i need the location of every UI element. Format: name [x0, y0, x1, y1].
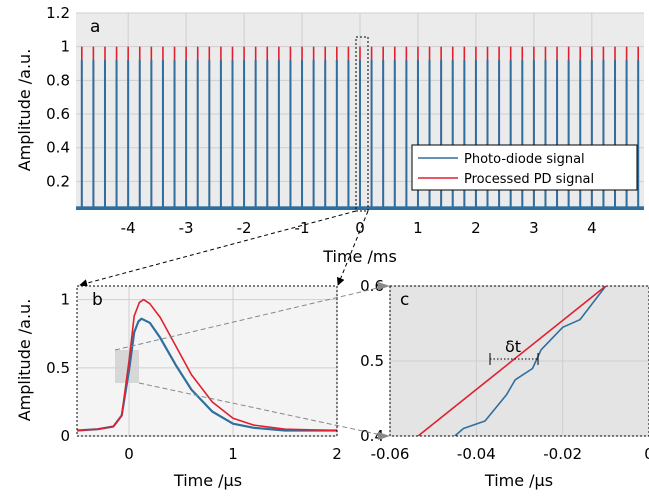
panel-a-x-axis-label: Time /ms [322, 247, 397, 266]
panel-c-y-tick-label: 0.5 [360, 352, 384, 370]
zoom-arrow-left [79, 210, 357, 287]
panel-a: -4 -3 -2 -1 0 1 2 3 4 0.2 0.4 0.6 0.8 1 1.2 a Time /ms… [15, 4, 644, 266]
panel-a-zoom-box [355, 36, 369, 212]
processed-trace [77, 298, 337, 432]
panel-c-x-tick-label: -0.06 [371, 445, 410, 463]
panel-a-x-tick-label: -4 [121, 219, 136, 237]
panel-b-x-tick-label: 0 [124, 445, 134, 463]
panel-a-y-tick-label: 0.8 [46, 71, 70, 89]
zoom-line-bottom [138, 382, 387, 437]
panel-b-y-tick-label: 1 [60, 291, 70, 309]
panel-b-y-tick-label: 0 [60, 427, 70, 445]
panel-b-y-axis-label: Amplitude /a.u. [15, 299, 34, 422]
panel-b-y-tick-label: 0.5 [46, 359, 70, 377]
legend: Photo-diode signal Processed PD signal [411, 144, 638, 191]
panel-c-x-tick-label: -0.04 [457, 445, 496, 463]
panel-b-x-tick-label: 1 [228, 445, 238, 463]
photodiode-trace-zoom [454, 286, 607, 436]
zoom-lines-b [114, 282, 390, 440]
legend-pd-label: Photo-diode signal [464, 152, 585, 167]
panel-c-label: c [400, 290, 409, 310]
panel-a-x-tick-label: 4 [587, 219, 597, 237]
panel-b-x-tick-label: 2 [332, 445, 342, 463]
panel-a-ticks: -4 -3 -2 -1 0 1 2 3 4 0.2 0.4 0.6 0.8 1 1.2 [46, 4, 596, 237]
panel-b-frame [76, 285, 338, 437]
panel-a-x-tick-label: -2 [237, 219, 252, 237]
panel-a-y-tick-label: 1 [60, 38, 70, 56]
panel-c-x-tick-label: -0.02 [543, 445, 582, 463]
processed-trace-zoom [417, 286, 607, 436]
panel-a-x-tick-label: 2 [471, 219, 481, 237]
zoom-arrows-a [79, 210, 369, 287]
panel-c-x-axis-label: Time /µs [484, 471, 553, 490]
legend-proc-label: Processed PD signal [464, 172, 594, 187]
panel-c-ticks: -0.06-0.04-0.0200.40.50.6 [360, 277, 649, 463]
panel-a-y-tick-label: 0.2 [46, 172, 70, 190]
panel-c: -0.06-0.04-0.0200.40.50.6 c Time /µs δt [360, 277, 649, 490]
zoom-arrowhead-bottom [378, 432, 390, 440]
panel-a-x-tick-label: -1 [295, 219, 310, 237]
zoom-arrow-right [336, 210, 369, 286]
panel-c-frame [389, 285, 649, 437]
panel-a-x-tick-label: 0 [355, 219, 365, 237]
panel-b-label: b [92, 290, 103, 310]
panel-a-y-axis-label: Amplitude /a.u. [15, 49, 34, 172]
panel-b-ticks: 0 1 2 0 0.5 1 [46, 291, 342, 463]
panel-a-x-tick-label: -3 [179, 219, 194, 237]
panel-b: 0 1 2 0 0.5 1 b Time /µs Amplitude /a.u. [15, 285, 342, 490]
legend-box [411, 144, 638, 191]
panel-a-x-tick-label: 3 [529, 219, 539, 237]
panel-a-y-tick-label: 1.2 [46, 4, 70, 22]
panel-b-traces [77, 298, 337, 432]
photodiode-baseline [76, 206, 644, 210]
zoom-arrowhead-top [378, 282, 390, 290]
panel-a-label: a [90, 17, 100, 37]
panel-a-y-tick-label: 0.6 [46, 105, 70, 123]
delta-t-label: δt [505, 337, 521, 356]
panel-a-y-tick-label: 0.4 [46, 139, 70, 157]
panel-a-x-tick-label: 1 [413, 219, 423, 237]
panel-b-x-axis-label: Time /µs [173, 471, 242, 490]
zoom-line-top [114, 285, 387, 351]
panel-c-x-tick-label: 0 [644, 445, 649, 463]
panel-c-traces [417, 286, 607, 436]
